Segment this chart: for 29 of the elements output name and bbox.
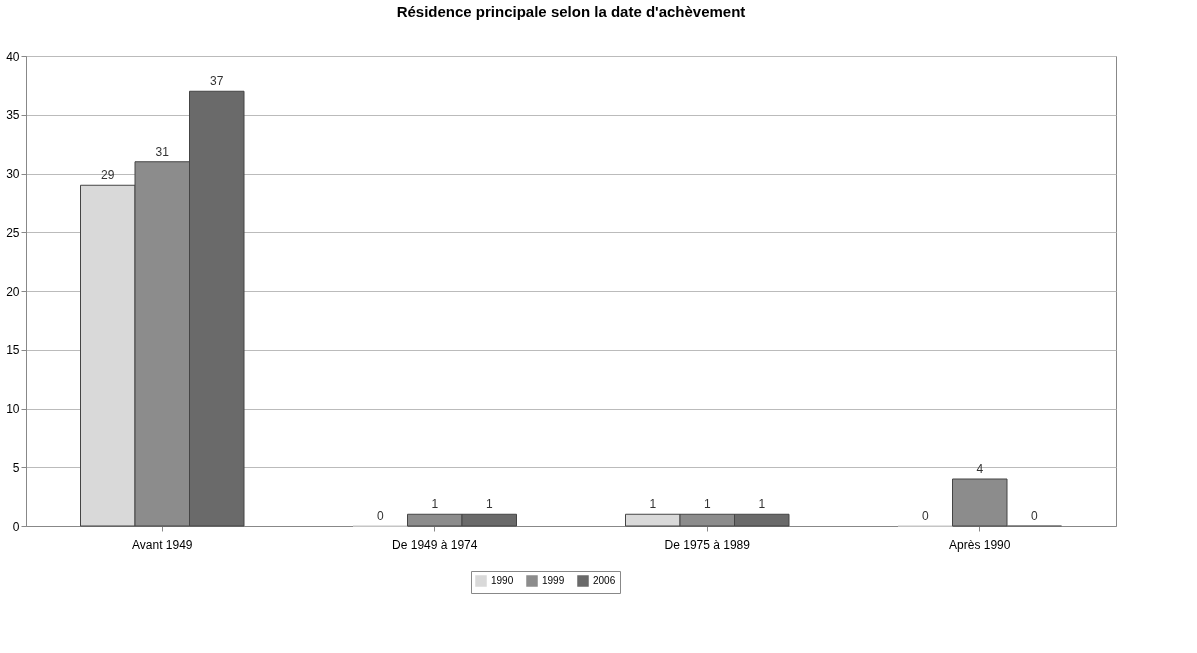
x-tick-label: Avant 1949: [132, 537, 193, 552]
data-label: 0: [1030, 509, 1038, 523]
data-label: 1: [431, 497, 439, 512]
y-tick-label: 25: [6, 225, 20, 240]
y-tick-label: 30: [6, 167, 20, 181]
y-tick-label: 40: [6, 49, 20, 64]
data-label: 1: [703, 497, 711, 512]
chart-title: Résidence principale selon la date d'achèvement: [396, 3, 746, 20]
y-tick-label: 10: [6, 402, 20, 416]
y-tick-label: 0: [12, 519, 20, 534]
x-tick-label: De 1975 à 1989: [664, 537, 751, 552]
y-tick-label: 35: [6, 108, 20, 123]
x-tick-label: Après 1990: [949, 537, 1011, 552]
data-label: 1: [485, 497, 493, 512]
data-label: 37: [210, 74, 224, 89]
legend-label: 2006: [593, 575, 616, 586]
data-label: 0: [921, 509, 929, 523]
data-label: 31: [155, 144, 170, 159]
legend-label: 1999: [542, 575, 565, 586]
legend-label: 1990: [491, 575, 514, 586]
data-label: 29: [101, 168, 115, 183]
y-tick-label: 20: [6, 284, 20, 299]
data-label: 0: [376, 509, 384, 523]
data-label: 4: [976, 462, 984, 476]
x-tick-label: De 1949 à 1974: [392, 537, 478, 552]
data-label: 1: [649, 497, 657, 512]
y-tick-label: 15: [6, 343, 20, 358]
data-label: 1: [758, 497, 766, 512]
y-tick-label: 5: [12, 460, 20, 475]
